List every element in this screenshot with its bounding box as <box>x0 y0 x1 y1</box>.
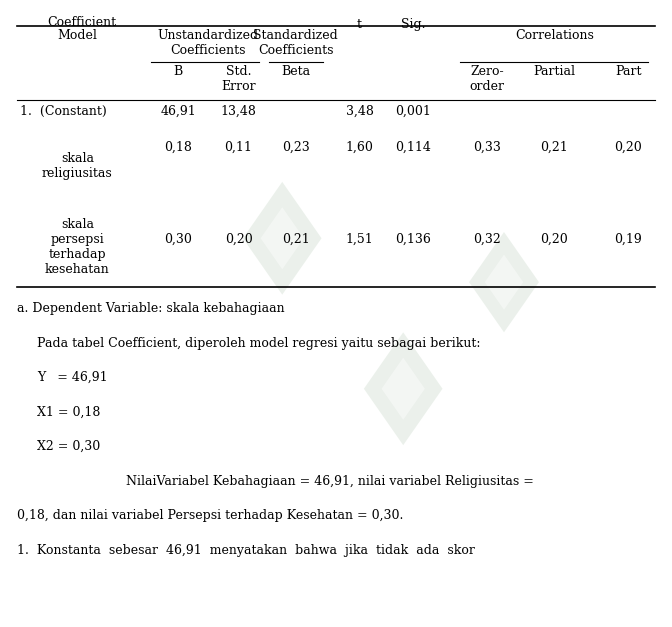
Text: Standardized
Coefficients: Standardized Coefficients <box>253 29 338 58</box>
Text: 13,48: 13,48 <box>220 105 257 118</box>
Text: 1.  Konstanta  sebesar  46,91  menyatakan  bahwa  jika  tidak  ada  skor: 1. Konstanta sebesar 46,91 menyatakan ba… <box>17 544 474 557</box>
Text: B: B <box>173 65 183 78</box>
Text: Coefficient: Coefficient <box>47 16 116 29</box>
Text: 0,33: 0,33 <box>473 140 501 154</box>
Text: Correlations: Correlations <box>515 29 594 43</box>
Text: skala
persepsi
terhadap
kesehatan: skala persepsi terhadap kesehatan <box>45 218 110 276</box>
Polygon shape <box>243 182 321 295</box>
Text: 0,21: 0,21 <box>282 233 310 246</box>
Text: 0,20: 0,20 <box>540 233 569 246</box>
Text: Sig.: Sig. <box>401 18 425 31</box>
Text: 0,20: 0,20 <box>224 233 253 246</box>
Text: 0,30: 0,30 <box>164 233 192 246</box>
Text: 0,21: 0,21 <box>540 140 569 154</box>
Text: 1,60: 1,60 <box>345 140 374 154</box>
Polygon shape <box>364 332 442 445</box>
Text: Part: Part <box>615 65 642 78</box>
Text: 0,20: 0,20 <box>614 140 642 154</box>
Text: 1,51: 1,51 <box>345 233 374 246</box>
Text: 0,136: 0,136 <box>395 233 431 246</box>
Text: 0,001: 0,001 <box>395 105 431 118</box>
Text: 0,11: 0,11 <box>224 140 253 154</box>
Text: X2 = 0,30: X2 = 0,30 <box>37 440 100 453</box>
Text: Zero-
order: Zero- order <box>470 65 505 93</box>
Text: 0,18, dan nilai variabel Persepsi terhadap Kesehatan = 0,30.: 0,18, dan nilai variabel Persepsi terhad… <box>17 509 403 522</box>
Text: Std.
Error: Std. Error <box>221 65 256 93</box>
Text: skala
religiusitas: skala religiusitas <box>42 152 113 180</box>
Text: Unstandardized
Coefficients: Unstandardized Coefficients <box>158 29 259 58</box>
Text: Pada tabel Coefficient, diperoleh model regresi yaitu sebagai berikut:: Pada tabel Coefficient, diperoleh model … <box>37 337 480 350</box>
Text: 0,23: 0,23 <box>282 140 310 154</box>
Polygon shape <box>469 232 539 332</box>
Text: t: t <box>357 18 362 31</box>
Text: 46,91: 46,91 <box>160 105 196 118</box>
Text: a. Dependent Variable: skala kebahagiaan: a. Dependent Variable: skala kebahagiaan <box>17 302 284 315</box>
Text: 0,32: 0,32 <box>473 233 501 246</box>
Polygon shape <box>261 207 304 270</box>
Polygon shape <box>485 255 523 310</box>
Text: Y   = 46,91: Y = 46,91 <box>37 371 108 384</box>
Text: 1.  (Constant): 1. (Constant) <box>20 105 107 118</box>
Text: NilaiVariabel Kebahagiaan = 46,91, nilai variabel Religiusitas =: NilaiVariabel Kebahagiaan = 46,91, nilai… <box>94 475 534 488</box>
Text: 3,48: 3,48 <box>345 105 374 118</box>
Text: Partial: Partial <box>534 65 575 78</box>
Text: 0,19: 0,19 <box>614 233 642 246</box>
Text: 0,18: 0,18 <box>164 140 192 154</box>
Text: Beta: Beta <box>281 65 310 78</box>
Text: Model: Model <box>57 29 97 43</box>
Text: 0,114: 0,114 <box>395 140 431 154</box>
Text: X1 = 0,18: X1 = 0,18 <box>37 406 100 419</box>
Polygon shape <box>382 357 425 420</box>
